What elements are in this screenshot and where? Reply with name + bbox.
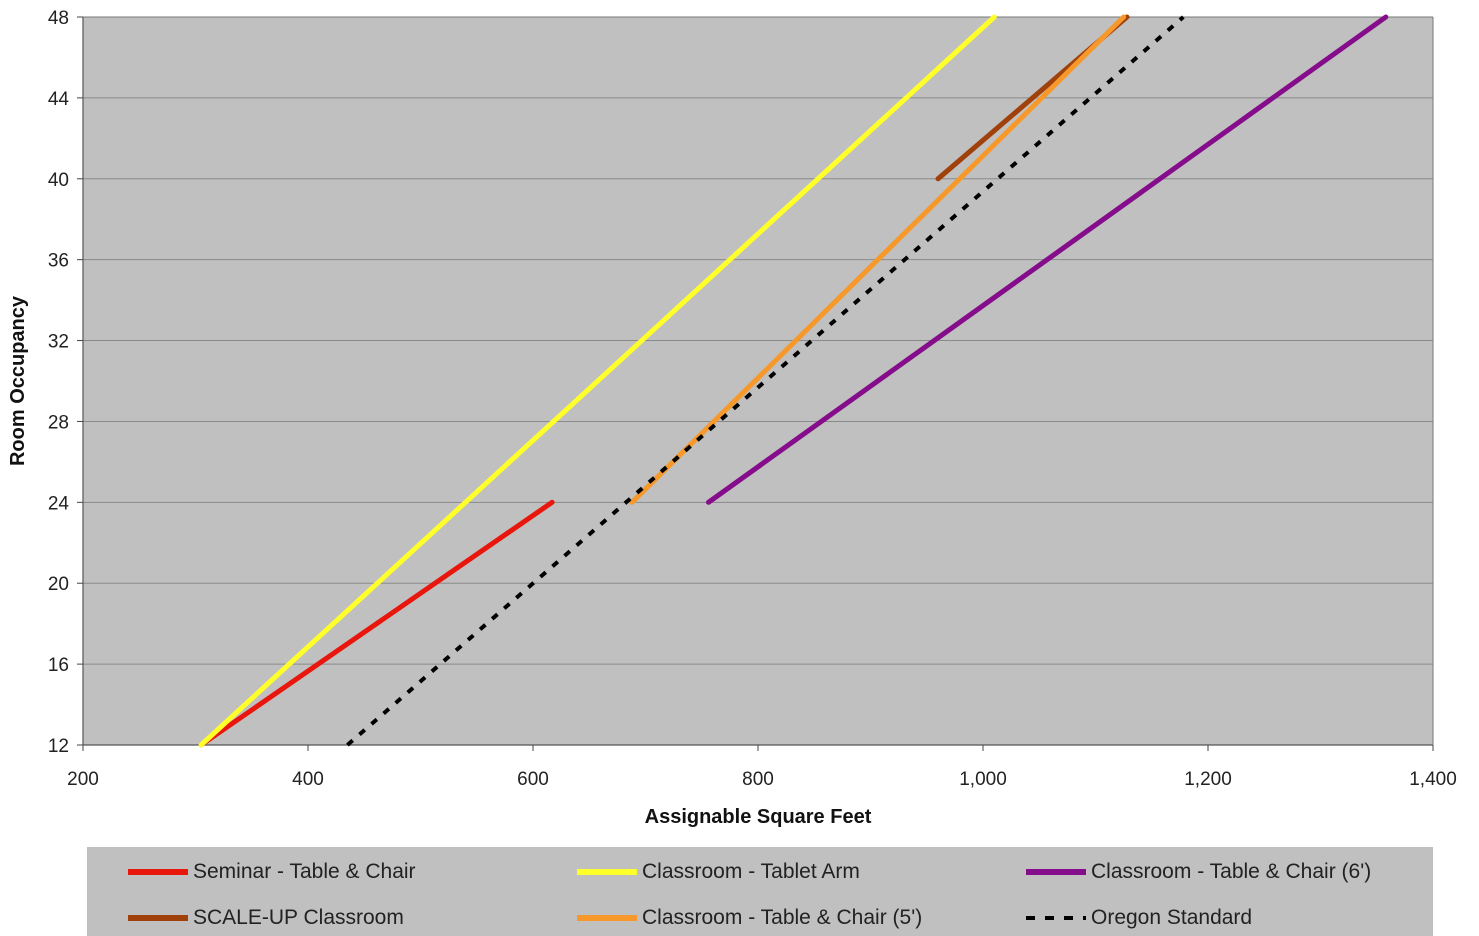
y-tick-label: 24 [48,493,70,514]
legend-item-scale-up: SCALE-UP Classroom [125,905,404,931]
x-tick-label: 800 [742,769,774,790]
y-axis-title: Room Occupancy [7,295,29,466]
y-tick-label: 28 [48,412,69,433]
y-tick-label: 12 [48,736,69,757]
legend-label-table-chair-6: Classroom - Table & Chair (6') [1091,860,1372,883]
legend-label-table-chair-5: Classroom - Table & Chair (5') [642,906,923,929]
x-tick-label: 400 [292,769,324,790]
y-tick-label: 16 [48,655,69,676]
x-axis-title: Assignable Square Feet [645,806,872,828]
series-line-0 [198,499,555,748]
x-axis-ticks: 200 400 600 800 1,000 1,200 1,400 [67,745,1457,790]
x-tick-label: 1,000 [959,769,1007,790]
legend-swatch-oregon-standard [1026,916,1086,920]
legend-item-tablet-arm: Classroom - Tablet Arm [574,859,860,885]
series-lines [198,14,1389,748]
legend-swatch-seminar [128,869,188,875]
y-tick-label: 44 [48,89,70,110]
series-line-2 [706,14,1389,505]
legend-item-table-chair-5: Classroom - Table & Chair (5') [574,905,922,931]
legend-swatch-table-chair-6 [1026,869,1086,875]
y-tick-label: 40 [48,170,69,191]
y-tick-label: 48 [48,8,69,29]
x-tick-label: 1,200 [1184,769,1232,790]
x-tick-label: 600 [517,769,549,790]
y-tick-label: 32 [48,332,69,353]
legend-swatch-tablet-arm [577,869,637,875]
x-tick-label: 1,400 [1409,769,1457,790]
x-tick-label: 200 [67,769,99,790]
y-tick-label: 20 [48,574,69,595]
legend-swatch-scale-up [128,915,188,921]
chart: 12 16 20 24 28 32 36 40 44 48 200 400 600 800 1,000 1,… [7,8,1457,828]
legend-item-seminar: Seminar - Table & Chair [125,859,416,885]
legend-label-oregon-standard: Oregon Standard [1091,906,1253,929]
legend-label-scale-up: SCALE-UP Classroom [193,906,404,929]
legend-item-oregon-standard: Oregon Standard [1023,905,1252,931]
legend-item-table-chair-6: Classroom - Table & Chair (6') [1023,859,1371,885]
series-line-1 [198,14,997,748]
legend-label-seminar: Seminar - Table & Chair [193,860,416,883]
legend: Seminar - Table & Chair Classroom - Tabl… [87,847,1433,936]
legend-swatch-table-chair-5 [577,915,637,921]
y-tick-label: 36 [48,251,69,272]
series-line-4 [629,14,1127,505]
legend-label-tablet-arm: Classroom - Tablet Arm [642,860,860,883]
y-axis-ticks: 12 16 20 24 28 32 36 40 44 48 [48,8,83,757]
